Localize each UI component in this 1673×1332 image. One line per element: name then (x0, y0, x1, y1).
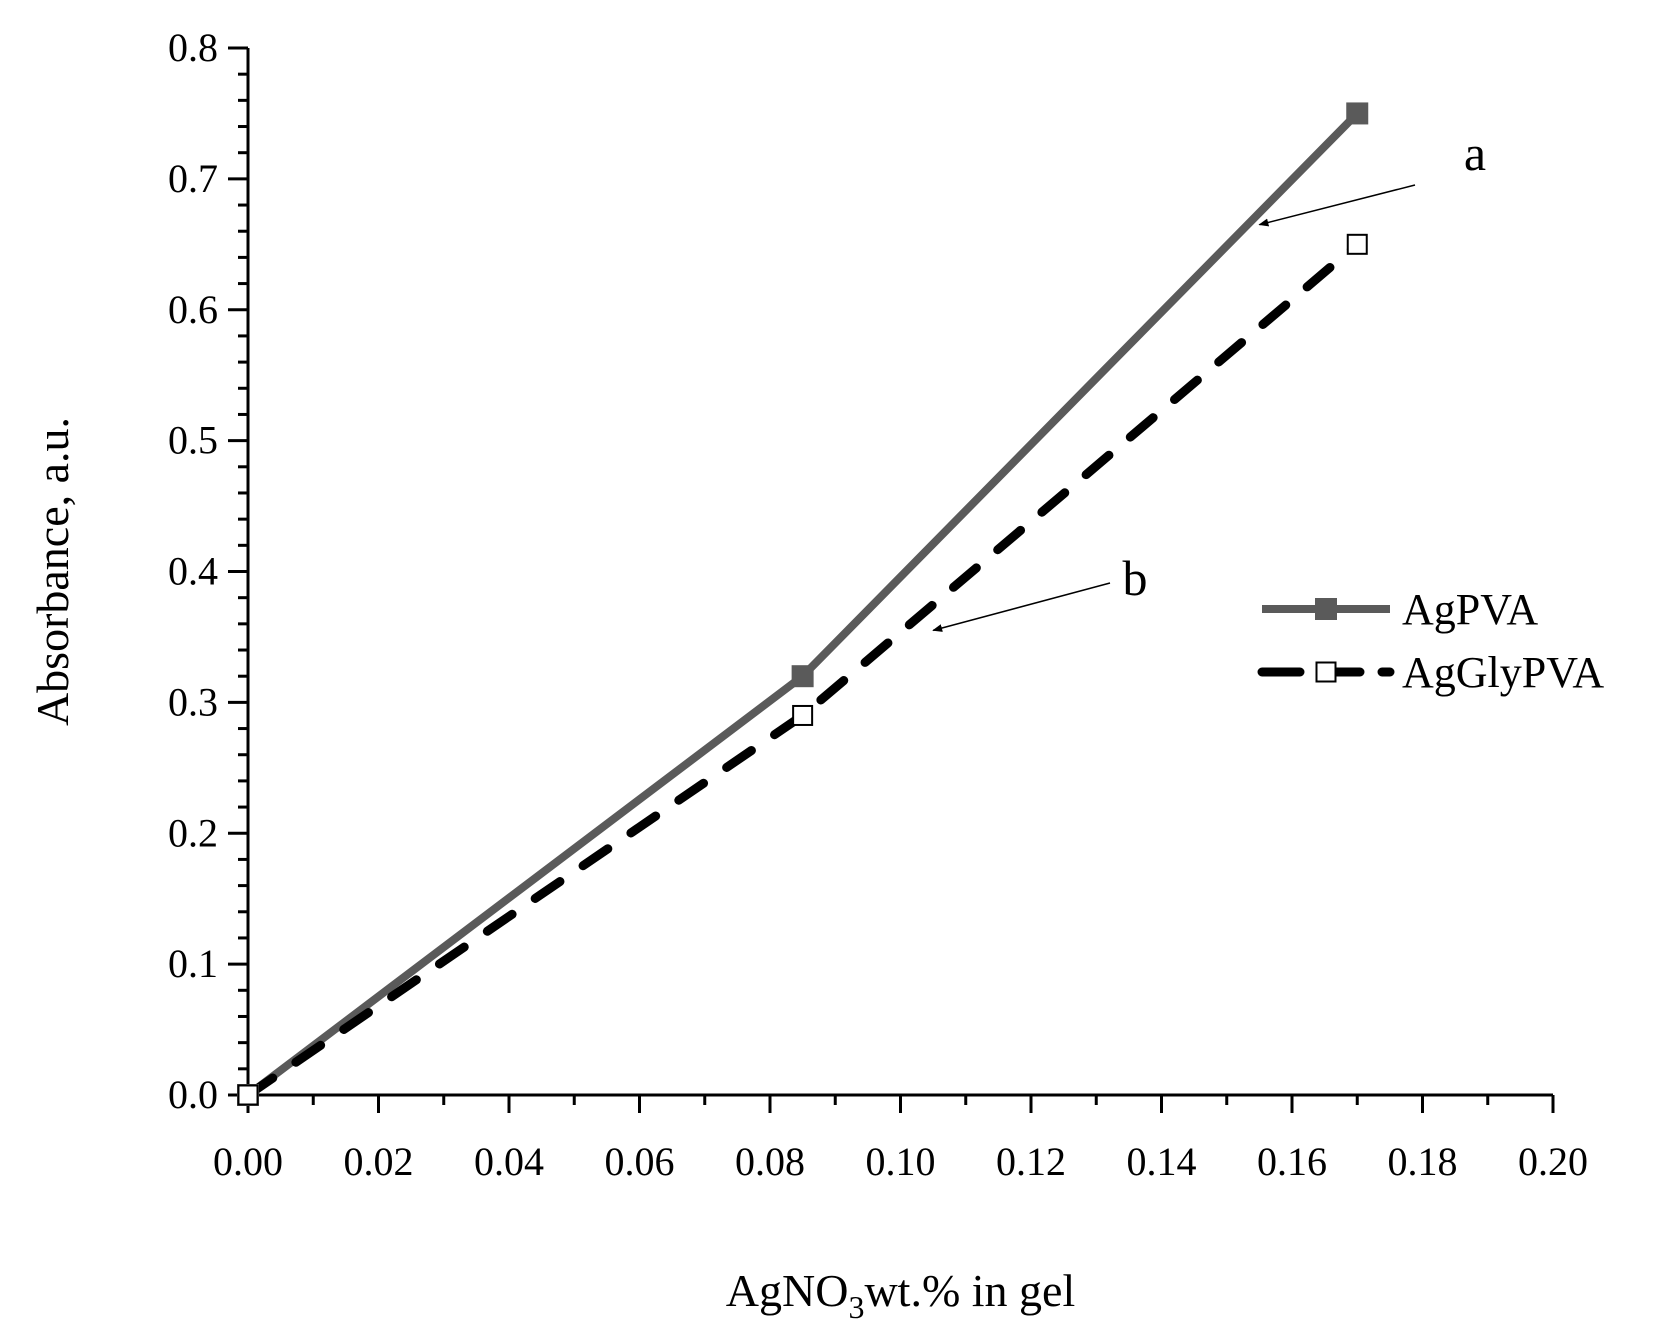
y-tick-label: 0.0 (168, 1072, 218, 1117)
x-tick-label: 0.14 (1127, 1139, 1197, 1184)
x-tick-label: 0.02 (344, 1139, 414, 1184)
x-tick-label: 0.06 (605, 1139, 675, 1184)
x-tick-label: 0.08 (735, 1139, 805, 1184)
x-tick-label: 0.18 (1388, 1139, 1458, 1184)
x-axis-title-rest: wt.% in gel (864, 1265, 1075, 1316)
x-axis-title-main: AgNO (726, 1265, 849, 1316)
x-axis-title-subscript: 3 (848, 1289, 864, 1325)
data-point-agpva (791, 665, 814, 688)
y-tick-label: 0.5 (168, 418, 218, 463)
annotations: ab (932, 125, 1486, 632)
y-tick-label: 0.6 (168, 287, 218, 332)
annotation-label-b: b (1123, 550, 1148, 606)
annotation-arrow-b (932, 582, 1111, 632)
legend-marker-agpva (1315, 598, 1337, 620)
annotation-arrow-a (1258, 184, 1416, 227)
x-tick-label: 0.16 (1257, 1139, 1327, 1184)
y-tick-label: 0.1 (168, 941, 218, 986)
plot-lines (243, 110, 1362, 1100)
legend: AgPVA AgGlyPVA (1257, 585, 1604, 697)
x-tick-label: 0.10 (866, 1139, 936, 1184)
y-tick-label: 0.3 (168, 679, 218, 724)
markers (237, 102, 1369, 1106)
y-axis-title: Absorbance, a.u. (27, 417, 78, 726)
axes: 0.0 0.1 0.2 0.3 0.4 0.5 0.6 0.7 0.8 0.00 0.02 0.04 0… (168, 25, 1588, 1184)
y-tick-label: 0.4 (168, 549, 218, 594)
y-tick-label: 0.8 (168, 25, 218, 70)
x-tick-label: 0.12 (996, 1139, 1066, 1184)
legend-label-agglypva: AgGlyPVA (1402, 648, 1604, 697)
data-point-agglypva (237, 1084, 259, 1106)
legend-marker-agglypva (1315, 661, 1337, 683)
x-tick-label: 0.00 (213, 1139, 283, 1184)
data-point-agglypva (1346, 233, 1368, 255)
x-tick-label: 0.04 (474, 1139, 544, 1184)
annotation-label-a: a (1464, 125, 1486, 181)
x-axis-title: AgNO3wt.% in gel (726, 1265, 1075, 1325)
series-line-agpva (245, 110, 1361, 1099)
legend-label-agpva: AgPVA (1402, 585, 1538, 634)
data-point-agpva (1346, 102, 1369, 125)
data-point-agglypva (792, 704, 814, 726)
y-tick-label: 0.2 (168, 810, 218, 855)
x-tick-label: 0.20 (1518, 1139, 1588, 1184)
y-tick-label: 0.7 (168, 156, 218, 201)
